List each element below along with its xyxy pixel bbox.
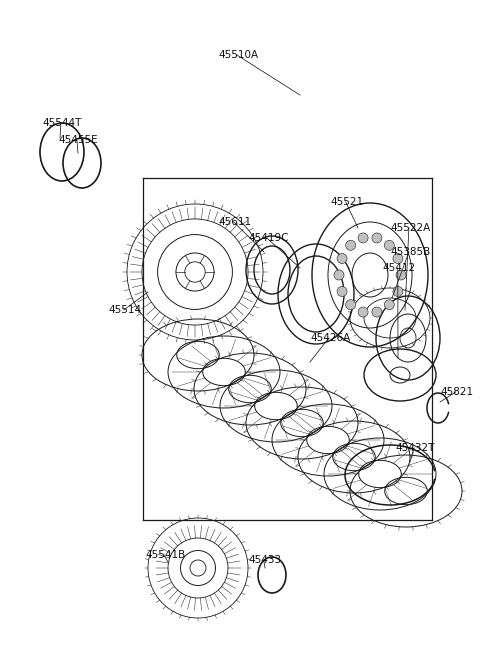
Circle shape — [358, 307, 368, 317]
Text: 45385B: 45385B — [390, 247, 430, 257]
Text: 45419C: 45419C — [248, 233, 288, 243]
Circle shape — [346, 240, 356, 251]
Circle shape — [384, 300, 395, 310]
Circle shape — [372, 233, 382, 243]
Text: 45432T: 45432T — [395, 443, 434, 453]
Circle shape — [393, 287, 403, 297]
Text: 45514: 45514 — [108, 305, 141, 315]
Circle shape — [372, 307, 382, 317]
Circle shape — [346, 300, 356, 310]
Text: 45522A: 45522A — [390, 223, 430, 233]
Text: 45510A: 45510A — [218, 50, 258, 60]
Circle shape — [358, 233, 368, 243]
Text: 45821: 45821 — [440, 387, 473, 397]
Circle shape — [384, 240, 395, 251]
Text: 45412: 45412 — [382, 263, 415, 273]
Text: 45433: 45433 — [248, 555, 281, 565]
Text: 45544T: 45544T — [42, 118, 82, 128]
Text: 45426A: 45426A — [310, 333, 350, 343]
Text: 45455E: 45455E — [58, 135, 97, 145]
Text: 45521: 45521 — [330, 197, 363, 207]
Circle shape — [337, 253, 347, 264]
Text: 45611: 45611 — [218, 217, 251, 227]
Circle shape — [337, 287, 347, 297]
Text: 45541B: 45541B — [145, 550, 185, 560]
Circle shape — [396, 270, 406, 280]
Circle shape — [393, 253, 403, 264]
Circle shape — [334, 270, 344, 280]
